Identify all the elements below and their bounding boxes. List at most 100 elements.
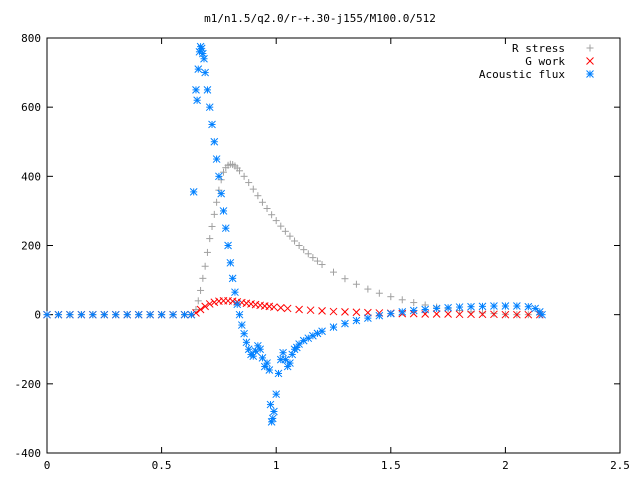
data-point [210, 210, 218, 218]
data-point [364, 308, 372, 317]
data-point [201, 68, 210, 77]
data-point [201, 262, 209, 270]
series-layer [43, 42, 546, 426]
data-point [228, 274, 237, 283]
data-point [210, 298, 219, 307]
data-point [295, 242, 303, 249]
data-point [245, 179, 253, 187]
data-point [318, 307, 326, 315]
data-point [444, 310, 452, 318]
data-point [237, 321, 246, 329]
data-point [329, 307, 338, 316]
data-point [467, 302, 475, 311]
data-point [513, 310, 521, 319]
plot-frame [46, 37, 621, 454]
data-point [286, 359, 294, 367]
legend-label: G work [525, 55, 565, 68]
data-point [258, 198, 266, 206]
y-tick-label: 200 [21, 240, 41, 253]
data-point [88, 310, 97, 319]
data-point [295, 305, 303, 314]
data-point [219, 207, 228, 215]
data-point [410, 299, 418, 307]
data-point [279, 348, 287, 357]
data-point [210, 137, 219, 146]
data-point [240, 329, 248, 338]
data-point [398, 296, 406, 304]
data-point [157, 310, 166, 319]
data-point [221, 224, 230, 233]
data-point [291, 237, 299, 245]
data-point [226, 258, 235, 267]
data-point [341, 275, 349, 283]
data-point [364, 314, 372, 322]
data-point [432, 304, 441, 313]
data-point [329, 323, 338, 331]
data-point [524, 302, 533, 311]
y-tick-label: 0 [34, 309, 41, 322]
data-point [387, 293, 395, 301]
data-point [409, 306, 418, 315]
data-point [256, 345, 265, 354]
data-point [254, 192, 262, 200]
data-point [538, 310, 546, 319]
data-point [277, 222, 285, 230]
data-point [200, 54, 208, 63]
data-point [513, 302, 521, 310]
data-point [501, 302, 510, 310]
data-point [206, 235, 214, 243]
data-point [199, 49, 207, 58]
data-point [197, 44, 206, 53]
data-point [281, 227, 289, 235]
data-point [205, 300, 214, 308]
data-point [467, 310, 475, 319]
data-point [341, 319, 349, 328]
y-tick-label: 800 [21, 32, 41, 45]
data-point [478, 310, 487, 319]
series-0 [43, 160, 544, 319]
data-point [341, 308, 349, 316]
data-point [43, 310, 51, 319]
data-point [309, 254, 317, 262]
data-point [531, 304, 540, 313]
data-point [193, 96, 201, 105]
x-tick-label: 2.5 [610, 459, 630, 472]
data-point [300, 246, 308, 254]
data-point [263, 359, 271, 367]
x-tick-label: 1.5 [381, 459, 401, 472]
axes: 0 0.5 1 1.5 2 2.5 -400 -200 0 200 400 600 800 [15, 32, 630, 472]
data-point [192, 309, 200, 317]
data-point [313, 257, 321, 265]
data-point [364, 285, 372, 293]
data-point [192, 86, 200, 94]
data-point [235, 310, 244, 319]
data-point [196, 305, 205, 314]
data-point [146, 310, 154, 319]
data-point [268, 414, 277, 423]
data-point [276, 303, 285, 312]
data-point [203, 86, 212, 94]
data-point [205, 103, 214, 112]
data-point [213, 198, 221, 206]
data-point [215, 172, 223, 181]
data-point [123, 310, 132, 319]
data-point [219, 168, 227, 176]
data-point [201, 302, 210, 311]
chart-title: m1/n1.5/q2.0/r-+.30-j155/M100.0/512 [204, 12, 436, 25]
data-point [432, 310, 441, 318]
x-tick-label: 0 [44, 459, 51, 472]
data-point [421, 305, 430, 314]
data-point [270, 303, 278, 311]
data-point [266, 400, 275, 409]
data-point [318, 261, 326, 269]
data-point [398, 308, 407, 316]
legend-label: R stress [512, 42, 565, 55]
legend-marker [586, 70, 594, 78]
data-point [249, 185, 257, 193]
y-tick-label: 400 [21, 170, 41, 183]
data-point [100, 310, 109, 319]
data-point [352, 316, 361, 325]
data-point [180, 310, 189, 319]
data-point [111, 310, 120, 319]
data-point [66, 310, 74, 319]
